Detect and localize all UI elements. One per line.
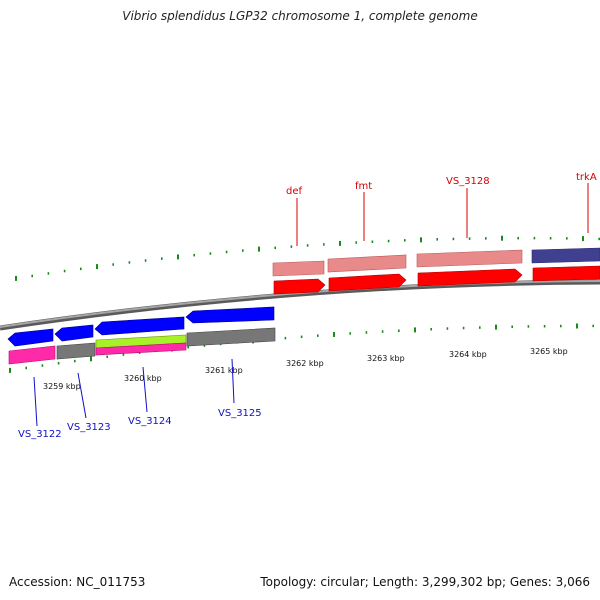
gene-label-vs3122[interactable]: VS_3122 (18, 429, 62, 440)
leader-line (142, 366, 148, 413)
scale-label-3263: 3263 kbp (367, 354, 405, 363)
map-title: Vibrio splendidus LGP32 chromosome 1, co… (122, 9, 478, 23)
cds-arrow[interactable] (54, 324, 94, 342)
feature-bar[interactable] (531, 247, 600, 264)
scale-label-3262: 3262 kbp (286, 359, 324, 368)
backbone-shadow (0, 279, 600, 331)
cds-arrow[interactable] (7, 328, 54, 347)
gene-label-vs3125[interactable]: VS_3125 (218, 408, 262, 419)
tick-row-top (15, 235, 600, 281)
feature-bar[interactable] (56, 342, 96, 360)
top-features (272, 247, 600, 295)
feature-bar[interactable] (186, 327, 276, 347)
scale-label-3260: 3260 kbp (124, 374, 162, 383)
feature-bar[interactable] (8, 345, 56, 365)
gene-label-trka[interactable]: trkA (576, 172, 597, 183)
gene-label-vs3124[interactable]: VS_3124 (128, 416, 172, 427)
gene-label-def[interactable]: def (286, 186, 303, 197)
cds-arrow[interactable] (185, 306, 275, 324)
scale-label-3265: 3265 kbp (530, 347, 568, 356)
scale-label-3261: 3261 kbp (205, 366, 243, 375)
genome-stats-text: Topology: circular; Length: 3,299,302 bp… (260, 575, 590, 589)
scale-label-3264: 3264 kbp (449, 350, 487, 359)
feature-bar[interactable] (327, 254, 407, 273)
bottom-gene-labels: VS_3122 VS_3123 VS_3124 VS_3125 (18, 358, 262, 440)
gene-label-vs3123[interactable]: VS_3123 (67, 422, 111, 433)
bottom-features (7, 306, 276, 365)
scale-label-3259: 3259 kbp (43, 382, 81, 391)
cds-arrow[interactable] (273, 278, 326, 295)
leader-line (231, 358, 235, 404)
scale-labels: 3259 kbp 3260 kbp 3261 kbp 3262 kbp 3263… (43, 347, 568, 391)
leader-line (77, 372, 87, 419)
gene-label-fmt[interactable]: fmt (355, 181, 372, 192)
feature-bar[interactable] (416, 249, 523, 268)
feature-bar[interactable] (95, 342, 187, 356)
top-gene-labels: def fmt VS_3128 trkA (286, 172, 597, 246)
accession-text: Accession: NC_011753 (9, 575, 146, 589)
gene-label-vs3128[interactable]: VS_3128 (446, 176, 490, 187)
cds-arrow[interactable] (532, 265, 600, 282)
cds-arrow[interactable] (328, 273, 407, 292)
leader-line (33, 376, 38, 427)
feature-bar[interactable] (272, 260, 325, 277)
cds-arrow[interactable] (417, 268, 523, 287)
cds-arrow[interactable] (94, 316, 185, 336)
